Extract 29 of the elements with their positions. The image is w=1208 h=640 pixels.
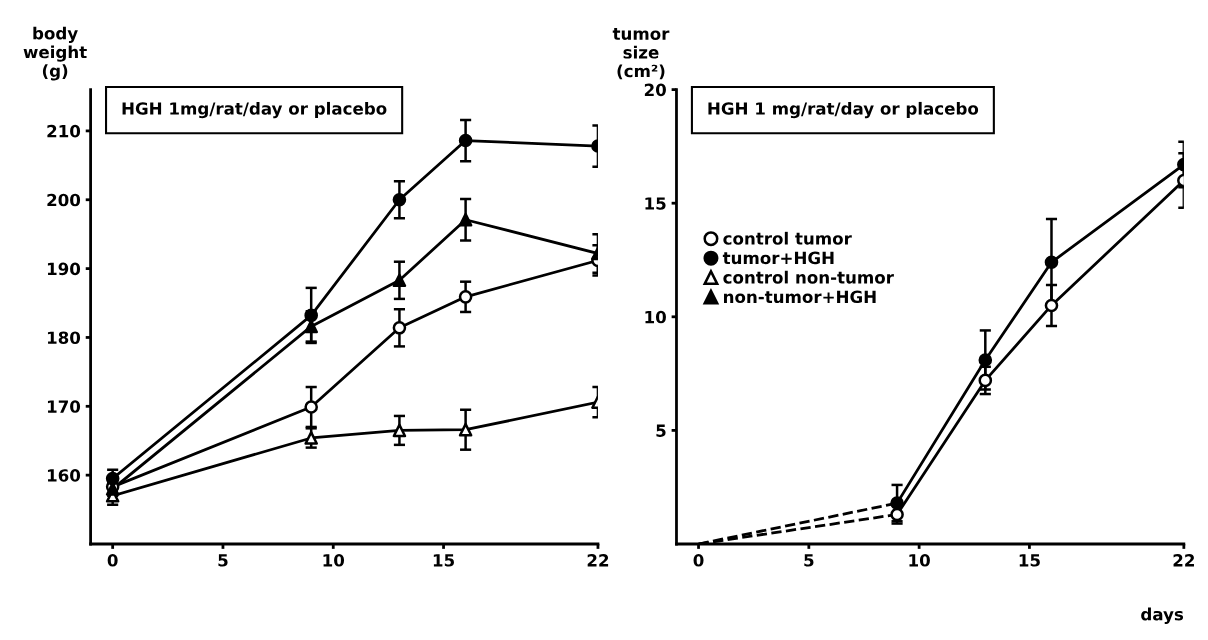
y-tick-label: 180: [47, 331, 81, 345]
x-tick-label: 22: [1173, 554, 1194, 567]
legend-label: non-tumor+HGH: [724, 290, 876, 304]
legend-label: tumor+HGH: [722, 251, 834, 265]
annotation: HGH 1 mg/rat/day or placebo: [708, 101, 979, 119]
y-tick-label: 210: [47, 124, 81, 138]
y-tick-label: 15: [645, 197, 666, 210]
annotation: HGH 1mg/rat/day or placebo: [122, 101, 387, 119]
x-tick-label: 0: [693, 554, 704, 567]
y-tick-label: 20: [644, 83, 666, 97]
y-tick-label: 190: [47, 262, 81, 276]
legend-label: control tumor: [723, 231, 852, 245]
x-axis-title: days: [1141, 607, 1184, 624]
y-tick-label: 200: [47, 193, 81, 207]
y-axis-title: tumor size (cm²): [612, 28, 670, 80]
x-tick-label: 15: [433, 554, 454, 567]
x-tick-label: 5: [804, 554, 814, 567]
x-tick-label: 10: [909, 554, 930, 567]
x-tick-label: 22: [587, 554, 609, 567]
x-tick-label: 15: [1019, 554, 1040, 567]
y-tick-label: 160: [47, 469, 81, 482]
y-tick-label: 170: [47, 400, 81, 413]
x-tick-label: 10: [323, 554, 345, 567]
x-tick-label: 5: [218, 554, 228, 567]
legend-label: control non-tumor: [723, 270, 894, 284]
x-tick-label: 0: [107, 554, 118, 567]
y-axis-title: body weight (g): [23, 26, 87, 81]
y-tick-label: 5: [656, 424, 666, 437]
y-tick-label: 10: [645, 310, 666, 324]
